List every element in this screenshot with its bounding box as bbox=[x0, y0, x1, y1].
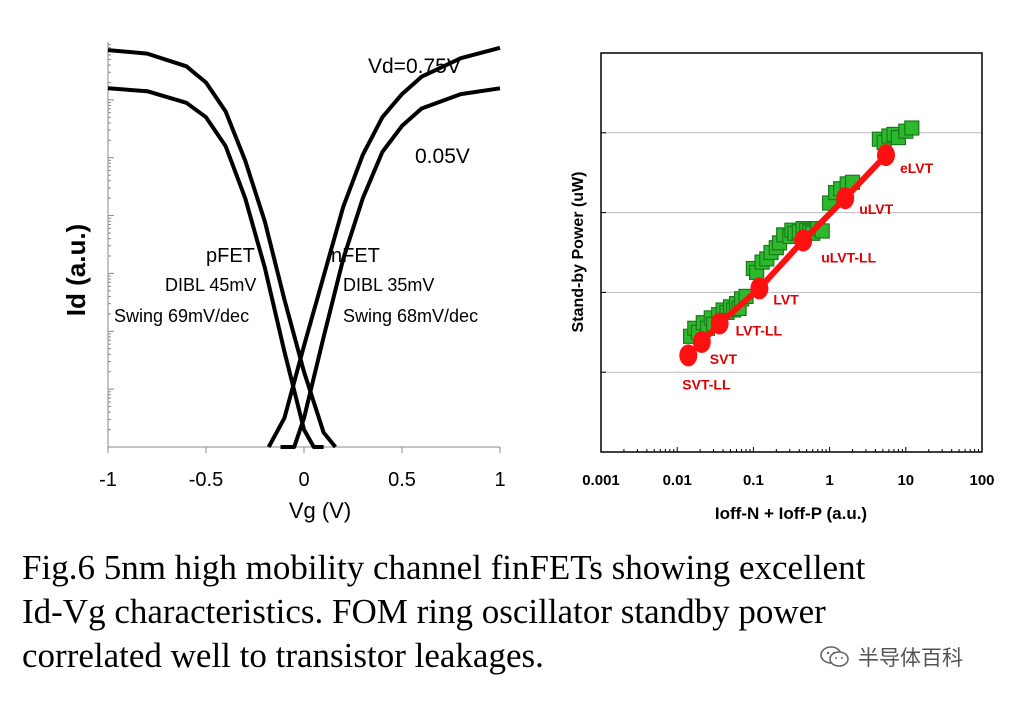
x-tick-label: -0.5 bbox=[189, 469, 223, 491]
fit-point bbox=[710, 312, 729, 335]
x-tick-label: 0.001 bbox=[582, 472, 620, 489]
nfet-dibl-label: DIBL 35mV bbox=[343, 275, 434, 295]
watermark-text: 半导体百科 bbox=[858, 646, 963, 670]
point-label: LVT bbox=[773, 291, 799, 307]
id-vg-curves bbox=[107, 45, 501, 449]
x-tick-label: 100 bbox=[969, 472, 994, 489]
wechat-icon bbox=[820, 646, 849, 667]
pfet-curve-vd-low bbox=[107, 86, 324, 449]
x-axis-label: Ioff-N + Ioff-P (a.u.) bbox=[715, 504, 867, 523]
point-label: SVT-LL bbox=[682, 376, 731, 392]
point-label: eLVT bbox=[900, 160, 934, 176]
fit-point bbox=[836, 187, 855, 210]
id-vg-chart: -1 -0.5 0 0.5 1 Vg (V) Id (a.u.) Vd=0.75V 0.… bbox=[61, 42, 506, 523]
y-axis-label: Stand-by Power (uW) bbox=[570, 172, 587, 333]
fit-point bbox=[877, 144, 895, 167]
point-label: LVT-LL bbox=[736, 323, 783, 339]
x-tick-label: 1 bbox=[494, 469, 505, 491]
point-label: SVT bbox=[710, 351, 738, 367]
x-tick-label: 10 bbox=[897, 472, 914, 489]
vd-low-label: 0.05V bbox=[415, 145, 470, 168]
x-tick-label: 0.1 bbox=[743, 472, 764, 489]
fit-point bbox=[692, 330, 711, 353]
fit-point bbox=[750, 277, 769, 300]
x-tick-label: 0.5 bbox=[388, 469, 416, 491]
measured-point bbox=[904, 120, 920, 136]
caption-line: correlated well to transistor leakages. bbox=[22, 636, 544, 675]
y-axis-label: Id (a.u.) bbox=[61, 224, 91, 316]
x-tick-label: -1 bbox=[99, 469, 117, 491]
id-vg-ticks: -1 -0.5 0 0.5 1 bbox=[99, 44, 506, 491]
figure-caption: Fig.6 5nm high mobility channel finFETs … bbox=[22, 546, 1012, 678]
standby-power-plot-frame bbox=[600, 52, 983, 453]
point-label: uLVT-LL bbox=[821, 250, 876, 266]
pfet-dibl-label: DIBL 45mV bbox=[165, 275, 256, 295]
nfet-curve-vd-high bbox=[266, 45, 501, 448]
fit-line-points: SVT-LL SVT LVT-LL LVT uLVT-LL uLVT eLVT bbox=[679, 144, 934, 392]
fit-point bbox=[679, 344, 698, 367]
watermark: 半导体百科 bbox=[820, 642, 963, 672]
pfet-swing-label: Swing 69mV/dec bbox=[114, 306, 249, 326]
x-tick-label: 1 bbox=[825, 472, 833, 489]
x-tick-label: 0 bbox=[298, 469, 309, 491]
caption-line: Id-Vg characteristics. FOM ring oscillat… bbox=[22, 592, 826, 631]
fit-point bbox=[794, 229, 813, 252]
nfet-curve-vd-low bbox=[280, 86, 501, 449]
nfet-swing-label: Swing 68mV/dec bbox=[343, 306, 478, 326]
standby-power-chart: 0.001 0.01 0.1 1 10 100 SVT-LL SVT LVT-LL LVT uLV… bbox=[570, 52, 995, 523]
vd-high-label: Vd=0.75V bbox=[368, 55, 461, 78]
x-axis-label: Vg (V) bbox=[289, 498, 351, 523]
pfet-label: pFET bbox=[206, 245, 255, 267]
standby-power-ticks: 0.001 0.01 0.1 1 10 100 bbox=[582, 52, 995, 489]
nfet-label: nFET bbox=[331, 245, 380, 267]
caption-line: Fig.6 5nm high mobility channel finFETs … bbox=[22, 548, 866, 587]
x-tick-label: 0.01 bbox=[663, 472, 692, 489]
point-label: uLVT bbox=[859, 201, 893, 217]
